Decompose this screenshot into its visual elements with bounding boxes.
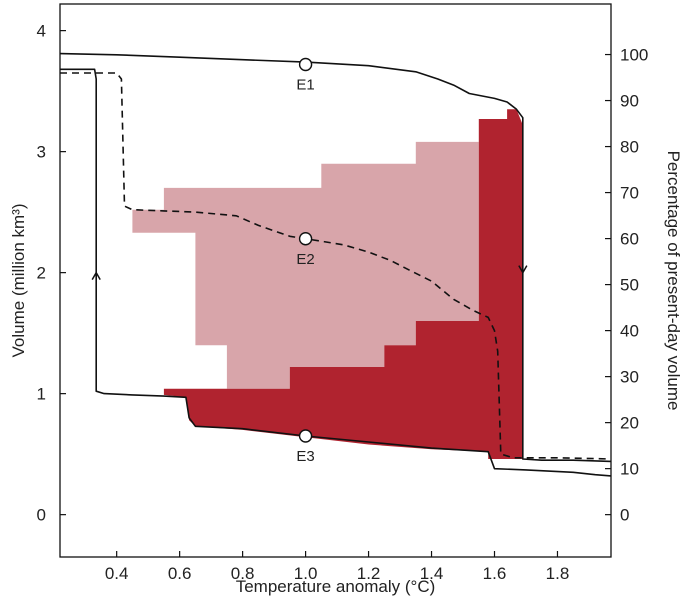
marker-label-e2: E2 [296, 251, 314, 268]
x-tick-label: 0.6 [168, 564, 192, 583]
marker-e2 [298, 232, 313, 246]
dark-region [163, 109, 523, 460]
y2-tick-label: 90 [620, 92, 639, 111]
x-axis-ticks: 0.4 0.6 0.8 1.0 1.2 1.4 1.6 1.8 [105, 551, 569, 583]
marker-label-e1: E1 [296, 77, 314, 94]
y2-tick-label: 70 [620, 184, 639, 203]
y2-axis-ticks: 0 10 20 30 40 50 60 70 80 90 100 [605, 46, 648, 525]
y-tick-label: 2 [37, 264, 46, 283]
y-axis-ticks: 0 1 2 3 4 [37, 22, 66, 525]
series-line-1 [59, 52, 612, 463]
y2-tick-label: 100 [620, 46, 648, 65]
arrow-up-icon [91, 271, 101, 281]
x-axis-title: Temperature anomaly (°C) [236, 577, 436, 596]
x-tick-label: 1.0 [294, 564, 318, 583]
series-line-2 [60, 68, 612, 477]
y2-tick-label: 40 [620, 322, 639, 341]
x-tick-label: 1.8 [546, 564, 570, 583]
x-tick-label: 1.6 [483, 564, 507, 583]
light-region [132, 141, 479, 389]
stability-regions [132, 109, 523, 460]
y2-tick-label: 60 [620, 230, 639, 249]
y2-tick-label: 50 [620, 276, 639, 295]
arrow-down-icon [518, 265, 528, 275]
experiment-markers: E1 E2 E3 [296, 57, 315, 465]
y2-tick-label: 20 [620, 414, 639, 433]
x-tick-label: 1.4 [420, 564, 444, 583]
marker-e3 [298, 429, 313, 443]
y-tick-label: 3 [37, 143, 46, 162]
x-tick-label: 1.2 [357, 564, 381, 583]
y-tick-label: 4 [37, 22, 46, 41]
series-line-3 [60, 72, 612, 460]
y2-tick-label: 30 [620, 368, 639, 387]
x-tick-label: 0.4 [105, 564, 129, 583]
y2-axis-title: Percentage of present-day volume [664, 151, 683, 411]
y2-tick-label: 80 [620, 138, 639, 157]
y-tick-label: 1 [37, 385, 46, 404]
y-tick-label: 0 [37, 506, 46, 525]
volume-curves [59, 52, 612, 477]
y2-tick-label: 0 [620, 506, 629, 525]
marker-label-e3: E3 [296, 448, 314, 465]
x-tick-label: 0.8 [231, 564, 255, 583]
y2-tick-label: 10 [620, 460, 639, 479]
y-axis-title: Volume (million km³) [9, 204, 28, 358]
plot-frame [59, 3, 612, 558]
marker-e1 [298, 57, 313, 72]
